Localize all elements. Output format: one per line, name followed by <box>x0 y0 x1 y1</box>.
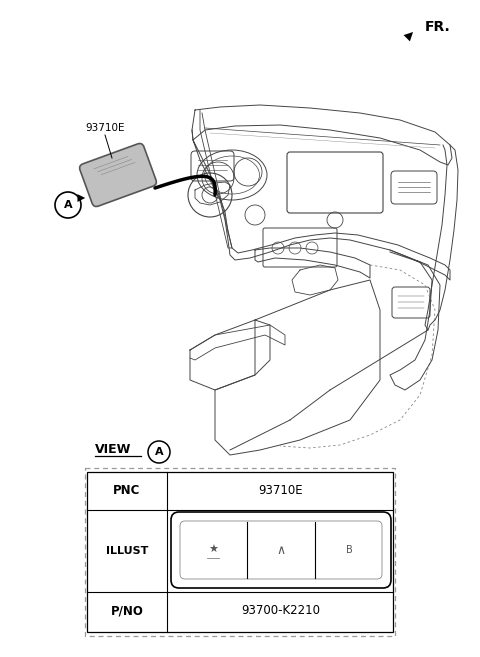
Text: 93710E: 93710E <box>85 123 125 133</box>
Text: ILLUST: ILLUST <box>106 546 148 556</box>
Text: 93700-K2210: 93700-K2210 <box>241 604 321 618</box>
Text: A: A <box>64 200 72 210</box>
Text: P/NO: P/NO <box>110 604 144 618</box>
Text: FR.: FR. <box>425 20 451 34</box>
Text: A: A <box>155 447 163 457</box>
Text: ★: ★ <box>208 545 218 555</box>
Text: VIEW: VIEW <box>95 443 132 456</box>
FancyBboxPatch shape <box>80 143 156 206</box>
Text: PNC: PNC <box>113 484 141 497</box>
Text: B: B <box>346 545 352 555</box>
Text: ∧: ∧ <box>276 543 286 556</box>
Text: 93710E: 93710E <box>259 484 303 497</box>
